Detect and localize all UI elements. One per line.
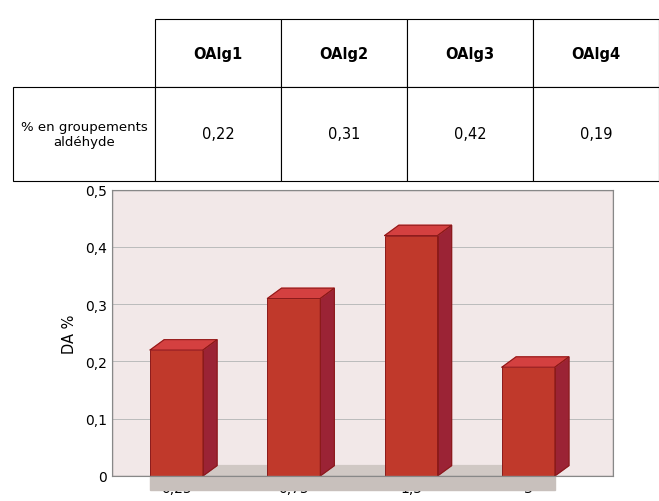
- Polygon shape: [150, 476, 555, 490]
- Y-axis label: DA %: DA %: [62, 314, 77, 353]
- Polygon shape: [150, 340, 217, 350]
- Bar: [150, 350, 203, 476]
- Polygon shape: [320, 289, 334, 476]
- Polygon shape: [203, 340, 217, 476]
- Polygon shape: [502, 357, 569, 367]
- Polygon shape: [385, 226, 451, 236]
- Polygon shape: [438, 226, 451, 476]
- Bar: [268, 299, 320, 476]
- Bar: [385, 236, 438, 476]
- Polygon shape: [150, 465, 569, 476]
- Bar: [502, 367, 555, 476]
- Polygon shape: [555, 357, 569, 476]
- Polygon shape: [268, 289, 334, 299]
